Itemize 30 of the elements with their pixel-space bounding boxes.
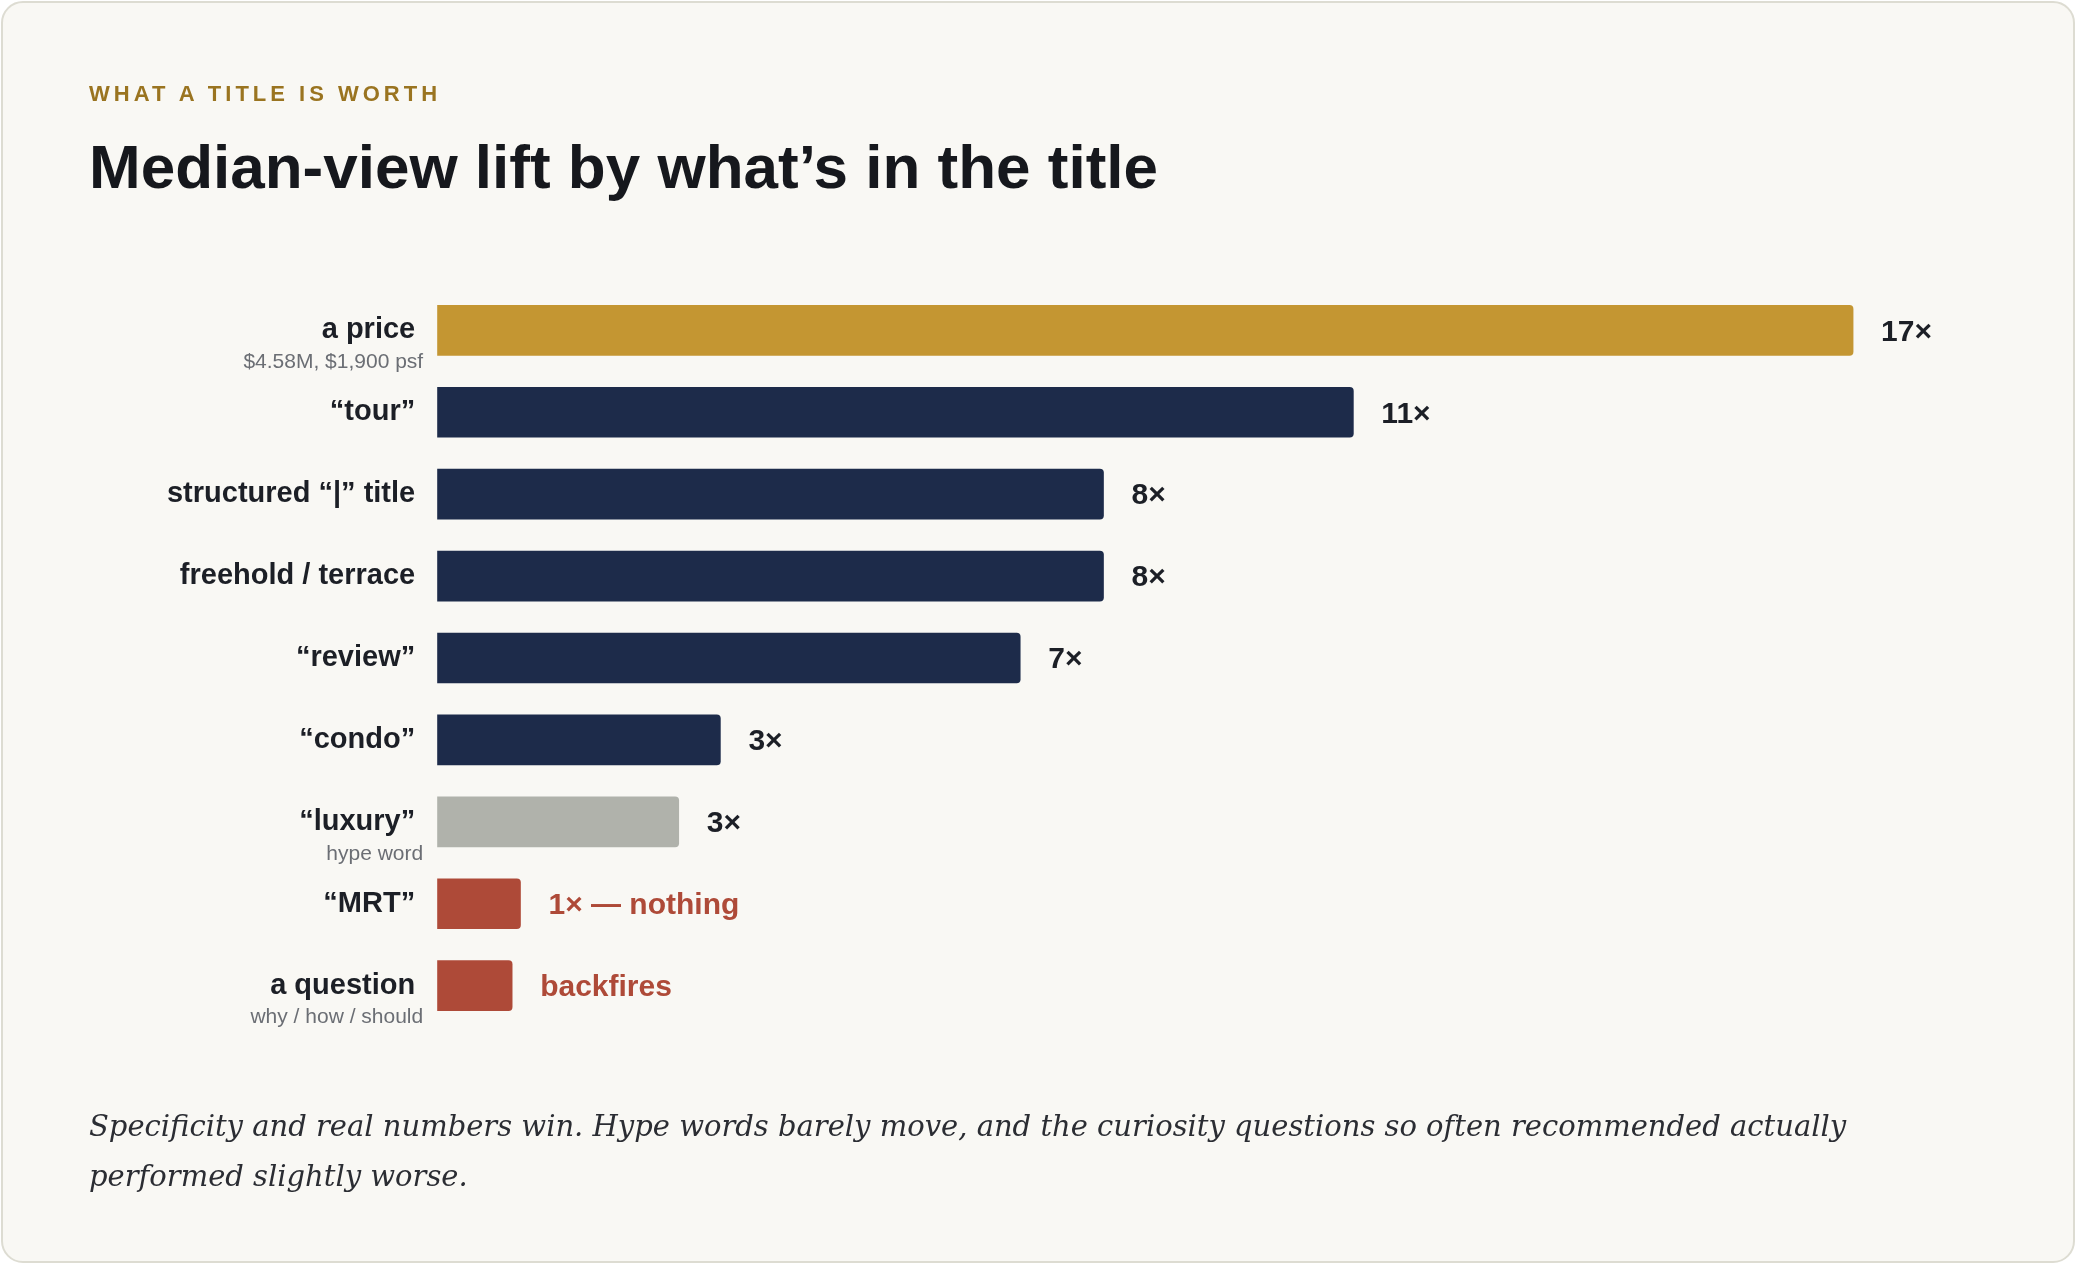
data-label: 8× [1131,559,1166,593]
y-tick-label: “condo” [299,721,416,754]
bar [437,305,1854,356]
y-tick-label: “review” [295,640,416,672]
data-label: 3× [748,723,783,757]
bar [437,632,1021,684]
y-tick-label: “MRT” [323,885,416,918]
bar [437,386,1354,438]
category-label: a question why / how / should [250,967,424,1028]
chart-title: Median-view lift by what’s in the title [89,131,1159,202]
data-label: 17× [1881,313,1932,347]
bar [437,878,521,930]
data-label: 11× [1381,395,1431,429]
y-tick-label: structured “|” title [167,476,416,509]
data-label: 8× [1131,477,1166,511]
y-tick-label: freehold / terrace [179,558,416,591]
y-tick-label: “tour” [329,394,416,427]
bar [437,796,680,848]
data-label: 1× — nothing [548,887,740,920]
bar [437,550,1104,602]
category-label: a price $4.58M, $1,900 psf [243,312,424,373]
bar [437,468,1104,520]
data-label: backfires [540,968,672,1002]
category-label: “luxury” hype word [299,803,424,864]
chart-subtitle: WHAT A TITLE IS WORTH [89,81,442,107]
text: Specificity and real numbers win. Hype words barely move, and the curiosity questions so often recommended actually performed slightly worse. [89,1108,1848,1195]
data-label: 3× [706,805,741,839]
data-label: 7× [1048,641,1083,675]
bar [437,960,513,1011]
bar [437,714,721,766]
